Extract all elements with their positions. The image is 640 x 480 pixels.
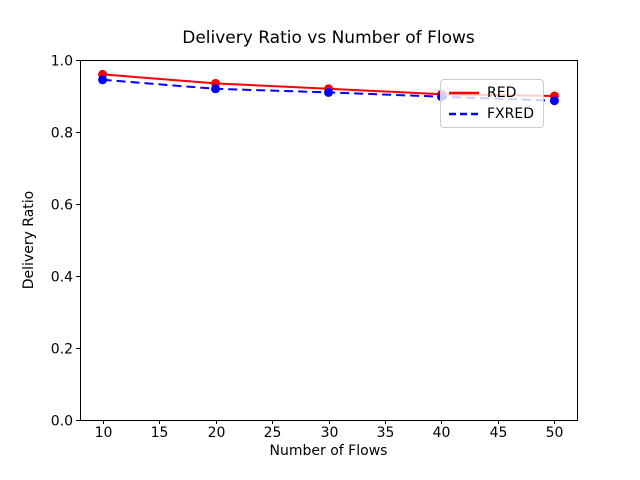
y-axis-tick-label: 0.8 bbox=[51, 126, 73, 142]
x-axis-tick-label: 35 bbox=[377, 425, 395, 441]
x-axis-label: Number of Flows bbox=[269, 443, 388, 459]
legend-line-sample-dashed-icon bbox=[449, 111, 479, 117]
x-axis-tick-label: 50 bbox=[546, 425, 564, 441]
legend-entry-fxred: FXRED bbox=[449, 106, 534, 122]
x-axis-tick-label: 15 bbox=[151, 425, 169, 441]
y-axis-tick-label: 0.0 bbox=[51, 414, 73, 430]
legend-line-sample-solid-icon bbox=[449, 90, 479, 96]
x-axis-tick-label: 20 bbox=[208, 425, 226, 441]
x-axis-tick-label: 40 bbox=[433, 425, 451, 441]
data-point-FXRED-30 bbox=[324, 87, 333, 97]
legend-label-red: RED bbox=[487, 85, 517, 101]
chart-title: Delivery Ratio vs Number of Flows bbox=[182, 28, 475, 48]
x-axis-tick-label: 10 bbox=[95, 425, 113, 441]
legend: RED FXRED bbox=[440, 79, 544, 128]
legend-label-fxred: FXRED bbox=[487, 106, 534, 122]
y-axis-label: Delivery Ratio bbox=[21, 190, 37, 290]
legend-entry-red: RED bbox=[449, 85, 534, 101]
x-axis-tick-label: 45 bbox=[490, 425, 508, 441]
data-point-FXRED-10 bbox=[98, 75, 108, 85]
data-point-FXRED-50 bbox=[549, 96, 559, 106]
x-axis-tick-label: 30 bbox=[321, 425, 339, 441]
y-axis-tick-label: 1.0 bbox=[51, 54, 73, 70]
y-axis-tick-label: 0.4 bbox=[51, 270, 73, 286]
data-point-FXRED-20 bbox=[211, 84, 220, 94]
x-axis-tick-label: 25 bbox=[264, 425, 282, 441]
y-axis-tick-label: 0.6 bbox=[51, 198, 73, 214]
y-axis-tick-label: 0.2 bbox=[51, 342, 73, 358]
